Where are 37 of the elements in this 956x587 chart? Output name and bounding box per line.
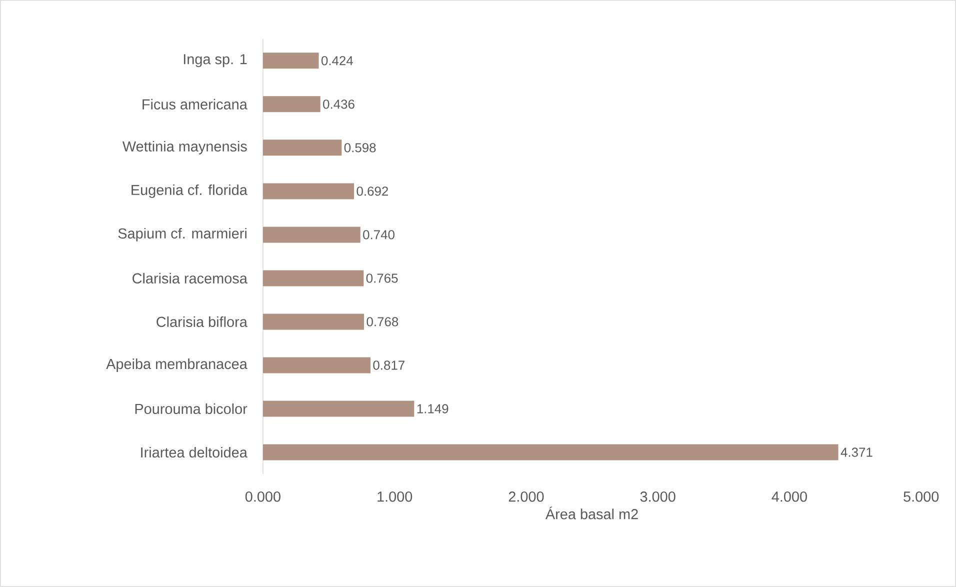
y-tick-label: Clarisia racemosa <box>132 272 248 284</box>
data-label: 0.740 <box>363 230 394 240</box>
data-label: 0.765 <box>366 274 398 283</box>
x-tick-label: 5.000 <box>904 492 939 502</box>
data-label: 4.371 <box>840 448 872 457</box>
data-label: 0.424 <box>321 56 354 66</box>
bar <box>262 314 364 330</box>
y-tick-label: Eugenia cf. florida <box>132 184 248 198</box>
bar <box>262 444 838 460</box>
data-label: 0.817 <box>373 360 404 370</box>
bar <box>262 140 342 156</box>
data-label: 0.598 <box>344 143 376 152</box>
x-tick-label: 4.000 <box>772 492 807 502</box>
x-tick-label: 3.000 <box>640 492 676 502</box>
bar <box>262 357 370 374</box>
y-tick-label: Wettinia maynensis <box>122 140 247 154</box>
y-tick-label: Clarisia biflora <box>156 316 248 328</box>
x-axis-title: Área basal m2 <box>545 506 638 520</box>
data-label: 0.436 <box>323 100 354 109</box>
bar <box>262 96 320 112</box>
x-tick-label: 0.000 <box>245 492 280 502</box>
y-tick-label: Sapium cf. marmieri <box>118 228 246 242</box>
y-tick-label: Inga sp. 1 <box>184 54 247 68</box>
data-label: 0.768 <box>366 317 398 326</box>
x-tick-label: 2.000 <box>508 492 544 502</box>
bar <box>262 183 354 200</box>
x-tick-label: 1.000 <box>378 492 412 502</box>
bar <box>262 400 414 417</box>
bar <box>262 52 319 69</box>
data-label: 0.692 <box>356 186 388 196</box>
data-label: 1.149 <box>417 404 448 414</box>
y-tick-label: Ficus americana <box>142 98 248 110</box>
bar <box>262 226 360 243</box>
y-tick-label: Apeiba membranacea <box>106 358 248 372</box>
y-tick-label: Iriartea deltoidea <box>141 446 248 458</box>
y-tick-label: Pourouma bicolor <box>135 403 248 414</box>
bar <box>262 270 364 286</box>
